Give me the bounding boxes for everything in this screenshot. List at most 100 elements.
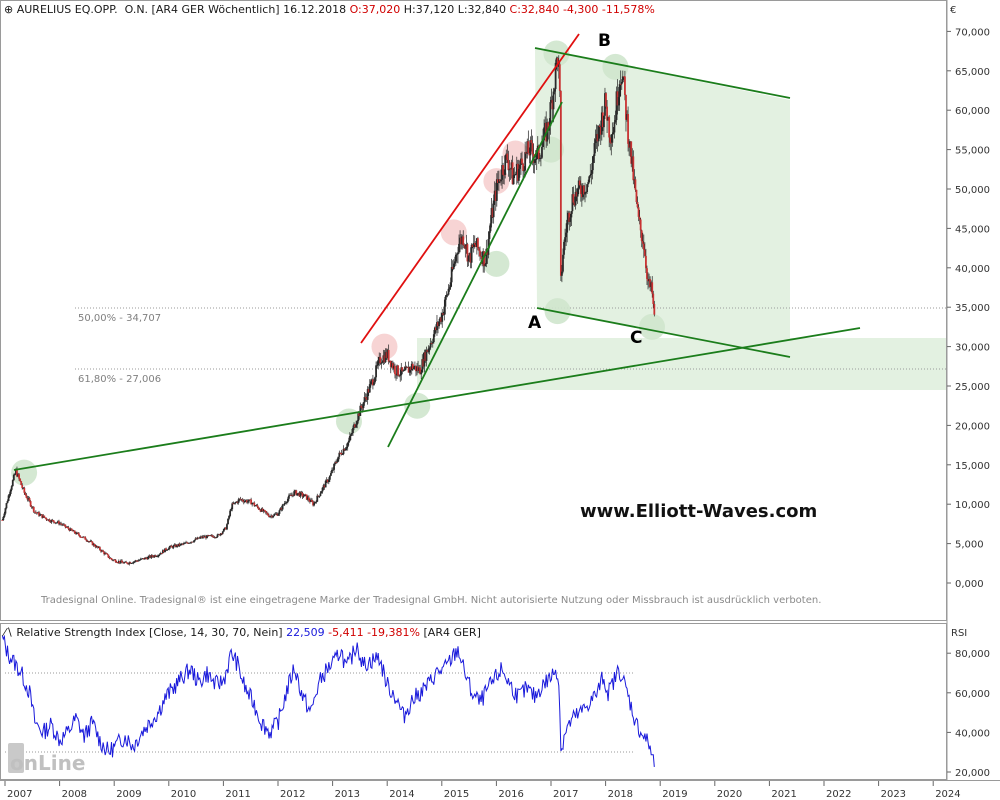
year-tick-label: 2017 <box>553 789 578 800</box>
candle-body <box>485 248 488 265</box>
candle-body <box>605 93 607 107</box>
candle-body <box>46 519 49 521</box>
candle-body <box>164 548 166 553</box>
candle-body <box>558 64 561 91</box>
candle-body <box>370 379 373 382</box>
candle-body <box>36 512 38 514</box>
candle-body <box>292 494 295 496</box>
candle-body <box>72 530 75 532</box>
candle-body <box>587 182 590 185</box>
candle-body <box>165 548 167 551</box>
candle-body <box>361 407 364 409</box>
candle-body <box>40 514 43 516</box>
candle-body <box>420 372 423 375</box>
candle-body <box>603 115 605 128</box>
candle-body <box>416 366 418 372</box>
candle-body <box>42 515 45 518</box>
candle-body <box>63 524 66 526</box>
price-axis: 0,000 5,000 10,000 15,000 20,000 25,000 30,000… <box>947 27 990 590</box>
candle-body <box>577 180 580 189</box>
candle-body <box>200 536 203 538</box>
candle-body <box>213 537 216 539</box>
candle-body <box>1 519 4 521</box>
fib-50-label: 50,00% - 34,707 <box>78 313 161 324</box>
period-label: Wöchentlich] <box>208 3 280 16</box>
candle-body <box>507 159 510 171</box>
candle-body <box>209 535 212 537</box>
candle-body <box>565 232 568 238</box>
candle-body <box>251 503 254 505</box>
candle-body <box>493 190 496 201</box>
candle-body <box>310 499 312 502</box>
exchange-label: O.N. [AR4 GER <box>124 3 205 16</box>
candle-body <box>133 561 136 563</box>
candle-body <box>440 317 443 322</box>
candle-body <box>474 244 477 247</box>
candle-body <box>520 158 522 165</box>
candle-body <box>614 120 617 123</box>
candle-body <box>346 442 349 447</box>
year-tick-label: 2011 <box>225 789 250 800</box>
candle-body <box>162 550 164 554</box>
candle-body <box>23 487 26 493</box>
candle-body <box>297 492 300 494</box>
price-tick-label: 10,000 <box>955 500 990 511</box>
candle-body <box>66 527 69 529</box>
candle-body <box>429 342 432 348</box>
candle-body <box>267 513 269 516</box>
candle-body <box>263 509 266 511</box>
candle-body <box>124 561 127 563</box>
candle-body <box>479 250 481 257</box>
candle-body <box>562 254 564 272</box>
candle-body <box>568 212 571 222</box>
candle-body <box>619 84 622 85</box>
candle-body <box>237 499 240 503</box>
candle-body <box>411 363 414 370</box>
candle-body <box>131 562 134 564</box>
candle-body <box>636 202 639 208</box>
candle-body <box>221 531 224 534</box>
candle-body <box>400 367 403 376</box>
rsi-tick-label: 40,000 <box>955 728 990 739</box>
candle-body <box>107 554 110 558</box>
candle-body <box>414 365 416 368</box>
candle-body <box>426 349 429 352</box>
candle-body <box>240 499 243 501</box>
candle-body <box>323 485 326 488</box>
candle-body <box>369 381 372 385</box>
candle-body <box>498 179 500 183</box>
candle-body <box>447 288 450 295</box>
candle-body <box>234 502 237 504</box>
candle-body <box>114 559 117 563</box>
candle-body <box>257 506 260 510</box>
rsi-title: Relative Strength Index [Close, 14, 30, … <box>16 626 283 639</box>
year-tick-label: 2019 <box>662 789 687 800</box>
candle-body <box>417 366 419 372</box>
candle-body <box>111 559 114 561</box>
candle-body <box>622 76 625 78</box>
candle-body <box>584 192 586 195</box>
candle-body <box>469 253 472 263</box>
candle-body <box>522 163 524 171</box>
candle-body <box>439 317 442 322</box>
year-tick-label: 2022 <box>826 789 851 800</box>
highlight-circle <box>639 313 666 340</box>
candle-body <box>332 469 334 471</box>
candle-body <box>604 93 606 116</box>
candle-body <box>31 506 34 508</box>
candle-body <box>435 327 437 331</box>
candle-body <box>10 486 13 490</box>
candle-body <box>92 543 95 546</box>
candle-body <box>248 499 250 502</box>
candle-body <box>643 249 646 256</box>
candle-body <box>544 122 547 128</box>
candle-body <box>422 359 425 367</box>
candle-body <box>588 176 591 183</box>
candle-body <box>145 557 148 559</box>
candle-body <box>239 498 242 500</box>
candle-body <box>265 512 268 514</box>
candle-body <box>432 334 435 343</box>
candle-body <box>628 143 631 148</box>
candle-body <box>345 446 348 449</box>
candle-body <box>342 448 345 455</box>
